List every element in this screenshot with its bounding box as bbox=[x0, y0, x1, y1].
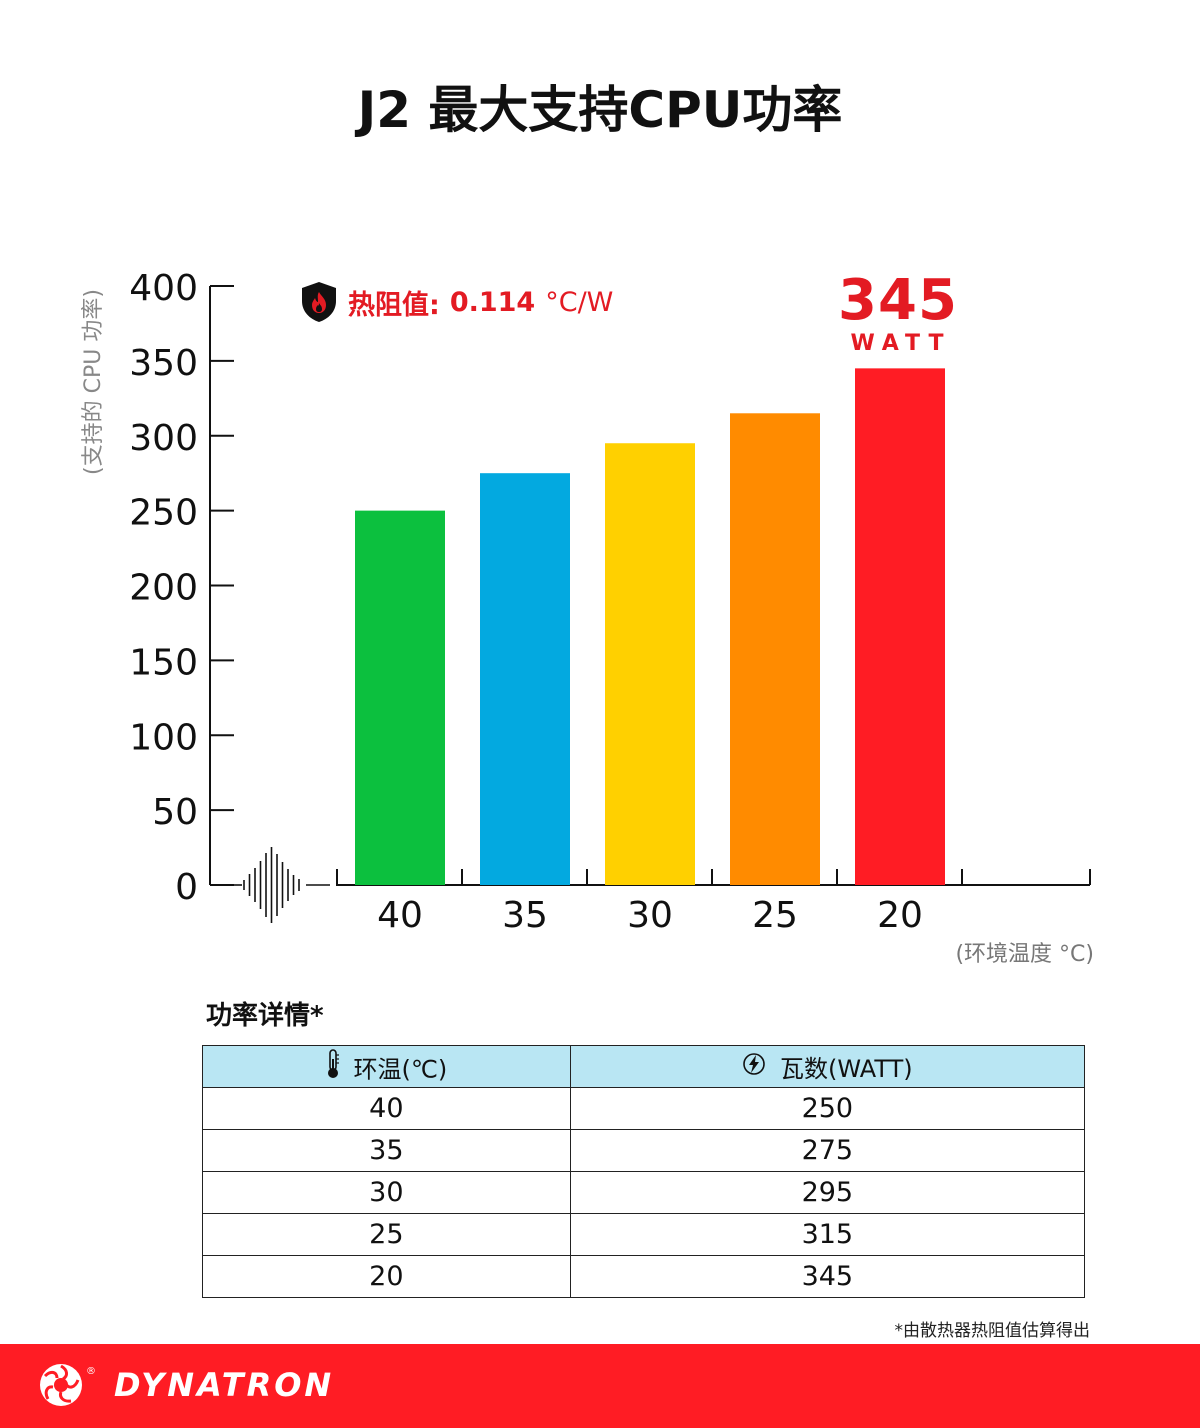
y-tick-label: 350 bbox=[129, 343, 198, 384]
bar-25 bbox=[730, 413, 820, 885]
bar-40 bbox=[355, 510, 445, 885]
table-row: 35 275 bbox=[202, 1129, 1086, 1172]
lightning-icon bbox=[742, 1052, 766, 1082]
thermometer-icon bbox=[326, 1048, 340, 1085]
table-cell: 275 bbox=[569, 1129, 1086, 1172]
bar-35 bbox=[480, 473, 570, 885]
x-tick-label: 30 bbox=[627, 895, 673, 936]
table-cell: 345 bbox=[569, 1255, 1086, 1298]
registered-mark: ® bbox=[86, 1365, 96, 1377]
footnote: *由散热器热阻值估算得出 bbox=[894, 1321, 1091, 1341]
thermal-resistance-unit: °C/W bbox=[545, 286, 614, 318]
flame-shield-icon bbox=[302, 282, 336, 322]
x-tick-label: 35 bbox=[502, 895, 548, 936]
table-cell: 40 bbox=[202, 1087, 571, 1130]
table-cell: 30 bbox=[202, 1171, 571, 1214]
bar-30 bbox=[605, 443, 695, 885]
y-tick-label: 0 bbox=[175, 867, 198, 908]
thermal-resistance-value: 0.114 bbox=[449, 286, 536, 318]
table-row: 20 345 bbox=[202, 1255, 1086, 1298]
table-cell: 315 bbox=[569, 1213, 1086, 1256]
table-cell: 295 bbox=[569, 1171, 1086, 1214]
brand-logo: ® DYNATRON bbox=[38, 1360, 334, 1410]
x-tick-label: 25 bbox=[752, 895, 798, 936]
table-cell: 20 bbox=[202, 1255, 571, 1298]
y-tick-label: 100 bbox=[129, 717, 198, 758]
table-cell: 25 bbox=[202, 1213, 571, 1256]
x-axis-label: (环境温度 °C) bbox=[955, 942, 1094, 967]
brand-name: DYNATRON bbox=[114, 1366, 335, 1404]
thermal-resistance: 热阻值: 0.114 °C/W bbox=[300, 280, 613, 324]
table-cell: 250 bbox=[569, 1087, 1086, 1130]
header-label: 环温(℃) bbox=[353, 1055, 448, 1083]
y-tick-label: 400 bbox=[129, 268, 198, 309]
page-title: J2 最大支持CPU功率 bbox=[357, 81, 843, 139]
y-tick-label: 300 bbox=[129, 418, 198, 459]
peak-value: 345 bbox=[838, 268, 958, 333]
thermal-resistance-label: 热阻值: bbox=[348, 289, 440, 321]
dynatron-logo-icon bbox=[40, 1364, 82, 1406]
footer-bar bbox=[0, 1344, 1200, 1428]
x-tick-label: 40 bbox=[377, 895, 423, 936]
table-row: 25 315 bbox=[202, 1213, 1086, 1256]
y-tick-label: 50 bbox=[152, 792, 198, 833]
table-row: 40 250 bbox=[202, 1087, 1086, 1130]
y-tick-label: 200 bbox=[129, 568, 198, 609]
bar-chart: 0 50 100 150 200 250 300 350 400 40 35 30 25 20 bbox=[129, 268, 1091, 936]
header-wattage: 瓦数(WATT) bbox=[569, 1045, 1086, 1088]
details-title: 功率详情* bbox=[206, 1001, 324, 1031]
bar-20 bbox=[855, 368, 945, 885]
y-tick-label: 250 bbox=[129, 493, 198, 534]
power-details-table: 环温(℃) 瓦数(WATT) 40 250 35 275 30 295 bbox=[202, 1045, 1086, 1298]
table-row: 30 295 bbox=[202, 1171, 1086, 1214]
header-ambient-temp: 环温(℃) bbox=[202, 1045, 571, 1088]
peak-unit: WATT bbox=[850, 331, 952, 356]
table-cell: 35 bbox=[202, 1129, 571, 1172]
table-header-row: 环温(℃) 瓦数(WATT) bbox=[202, 1045, 1086, 1088]
x-tick-label: 20 bbox=[877, 895, 923, 936]
y-axis-label: (支持的 CPU 功率) bbox=[81, 289, 106, 475]
peak-callout: 345 WATT bbox=[838, 270, 958, 356]
header-label: 瓦数(WATT) bbox=[780, 1055, 913, 1083]
y-tick-label: 150 bbox=[129, 642, 198, 683]
